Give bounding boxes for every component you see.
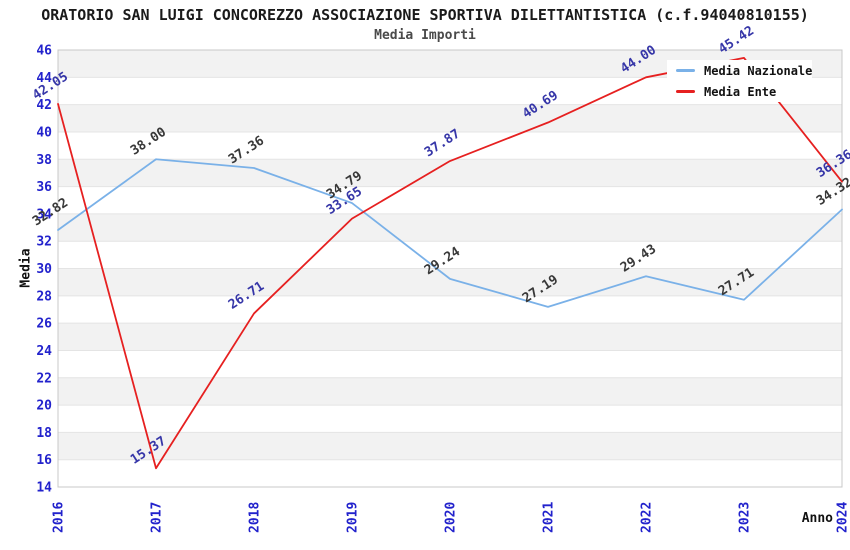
x-tick-label: 2017 <box>150 502 165 533</box>
plot-band <box>58 241 842 269</box>
x-tick-label: 2023 <box>738 502 753 533</box>
plot-border <box>57 49 843 488</box>
legend-swatch-media-ente <box>676 90 695 93</box>
y-tick-label: 42 <box>36 98 52 113</box>
plot-band <box>58 405 842 433</box>
x-axis-title: Anno <box>801 511 833 526</box>
y-tick-label: 26 <box>36 317 52 332</box>
plot-band <box>58 104 842 132</box>
y-tick-label: 30 <box>36 262 52 277</box>
plot-band <box>58 350 842 378</box>
plot-band <box>58 295 842 324</box>
x-tick-label: 2020 <box>444 502 459 533</box>
y-tick-label: 36 <box>36 180 52 195</box>
plot-band <box>58 377 842 406</box>
y-tick-label: 46 <box>36 44 52 59</box>
legend: Media Nazionale Media Ente <box>667 60 812 102</box>
x-tick-label: 2022 <box>640 502 655 533</box>
legend-item-media-nazionale: Media Nazionale <box>667 60 812 81</box>
legend-swatch-media-nazionale <box>676 69 695 72</box>
y-tick-label: 34 <box>36 207 52 222</box>
y-tick-label: 14 <box>36 481 52 496</box>
legend-item-media-ente: Media Ente <box>667 81 812 102</box>
series-line-media-nazionale <box>57 158 843 308</box>
plot-band <box>58 323 842 351</box>
x-tick-label: 2024 <box>836 502 850 533</box>
y-tick-label: 32 <box>36 235 52 250</box>
x-tick-label: 2021 <box>542 502 557 533</box>
y-tick-label: 40 <box>36 125 52 140</box>
plot-band <box>58 159 842 187</box>
x-tick-label: 2016 <box>52 502 67 533</box>
x-tick-label: 2018 <box>248 502 263 533</box>
plot-band <box>58 213 842 242</box>
legend-label-media-ente: Media Ente <box>704 84 777 99</box>
plot-band <box>58 432 842 460</box>
y-tick-label: 20 <box>36 399 52 414</box>
chart-subtitle: Media Importi <box>374 28 476 43</box>
y-tick-label: 16 <box>36 453 52 468</box>
plot-band <box>58 131 842 160</box>
y-tick-label: 24 <box>36 344 52 359</box>
legend-label-media-nazionale: Media Nazionale <box>704 63 813 78</box>
plot-band <box>58 186 842 214</box>
y-tick-label: 18 <box>36 426 52 441</box>
y-tick-label: 44 <box>36 71 52 86</box>
y-tick-label: 38 <box>36 153 52 168</box>
y-tick-label: 22 <box>36 371 52 386</box>
y-tick-label: 28 <box>36 289 52 304</box>
plot-band <box>58 459 842 487</box>
y-axis-title: Media <box>18 248 34 288</box>
x-tick-label: 2019 <box>346 502 361 533</box>
chart-title: ORATORIO SAN LUIGI CONCOREZZO ASSOCIAZIO… <box>41 6 809 24</box>
